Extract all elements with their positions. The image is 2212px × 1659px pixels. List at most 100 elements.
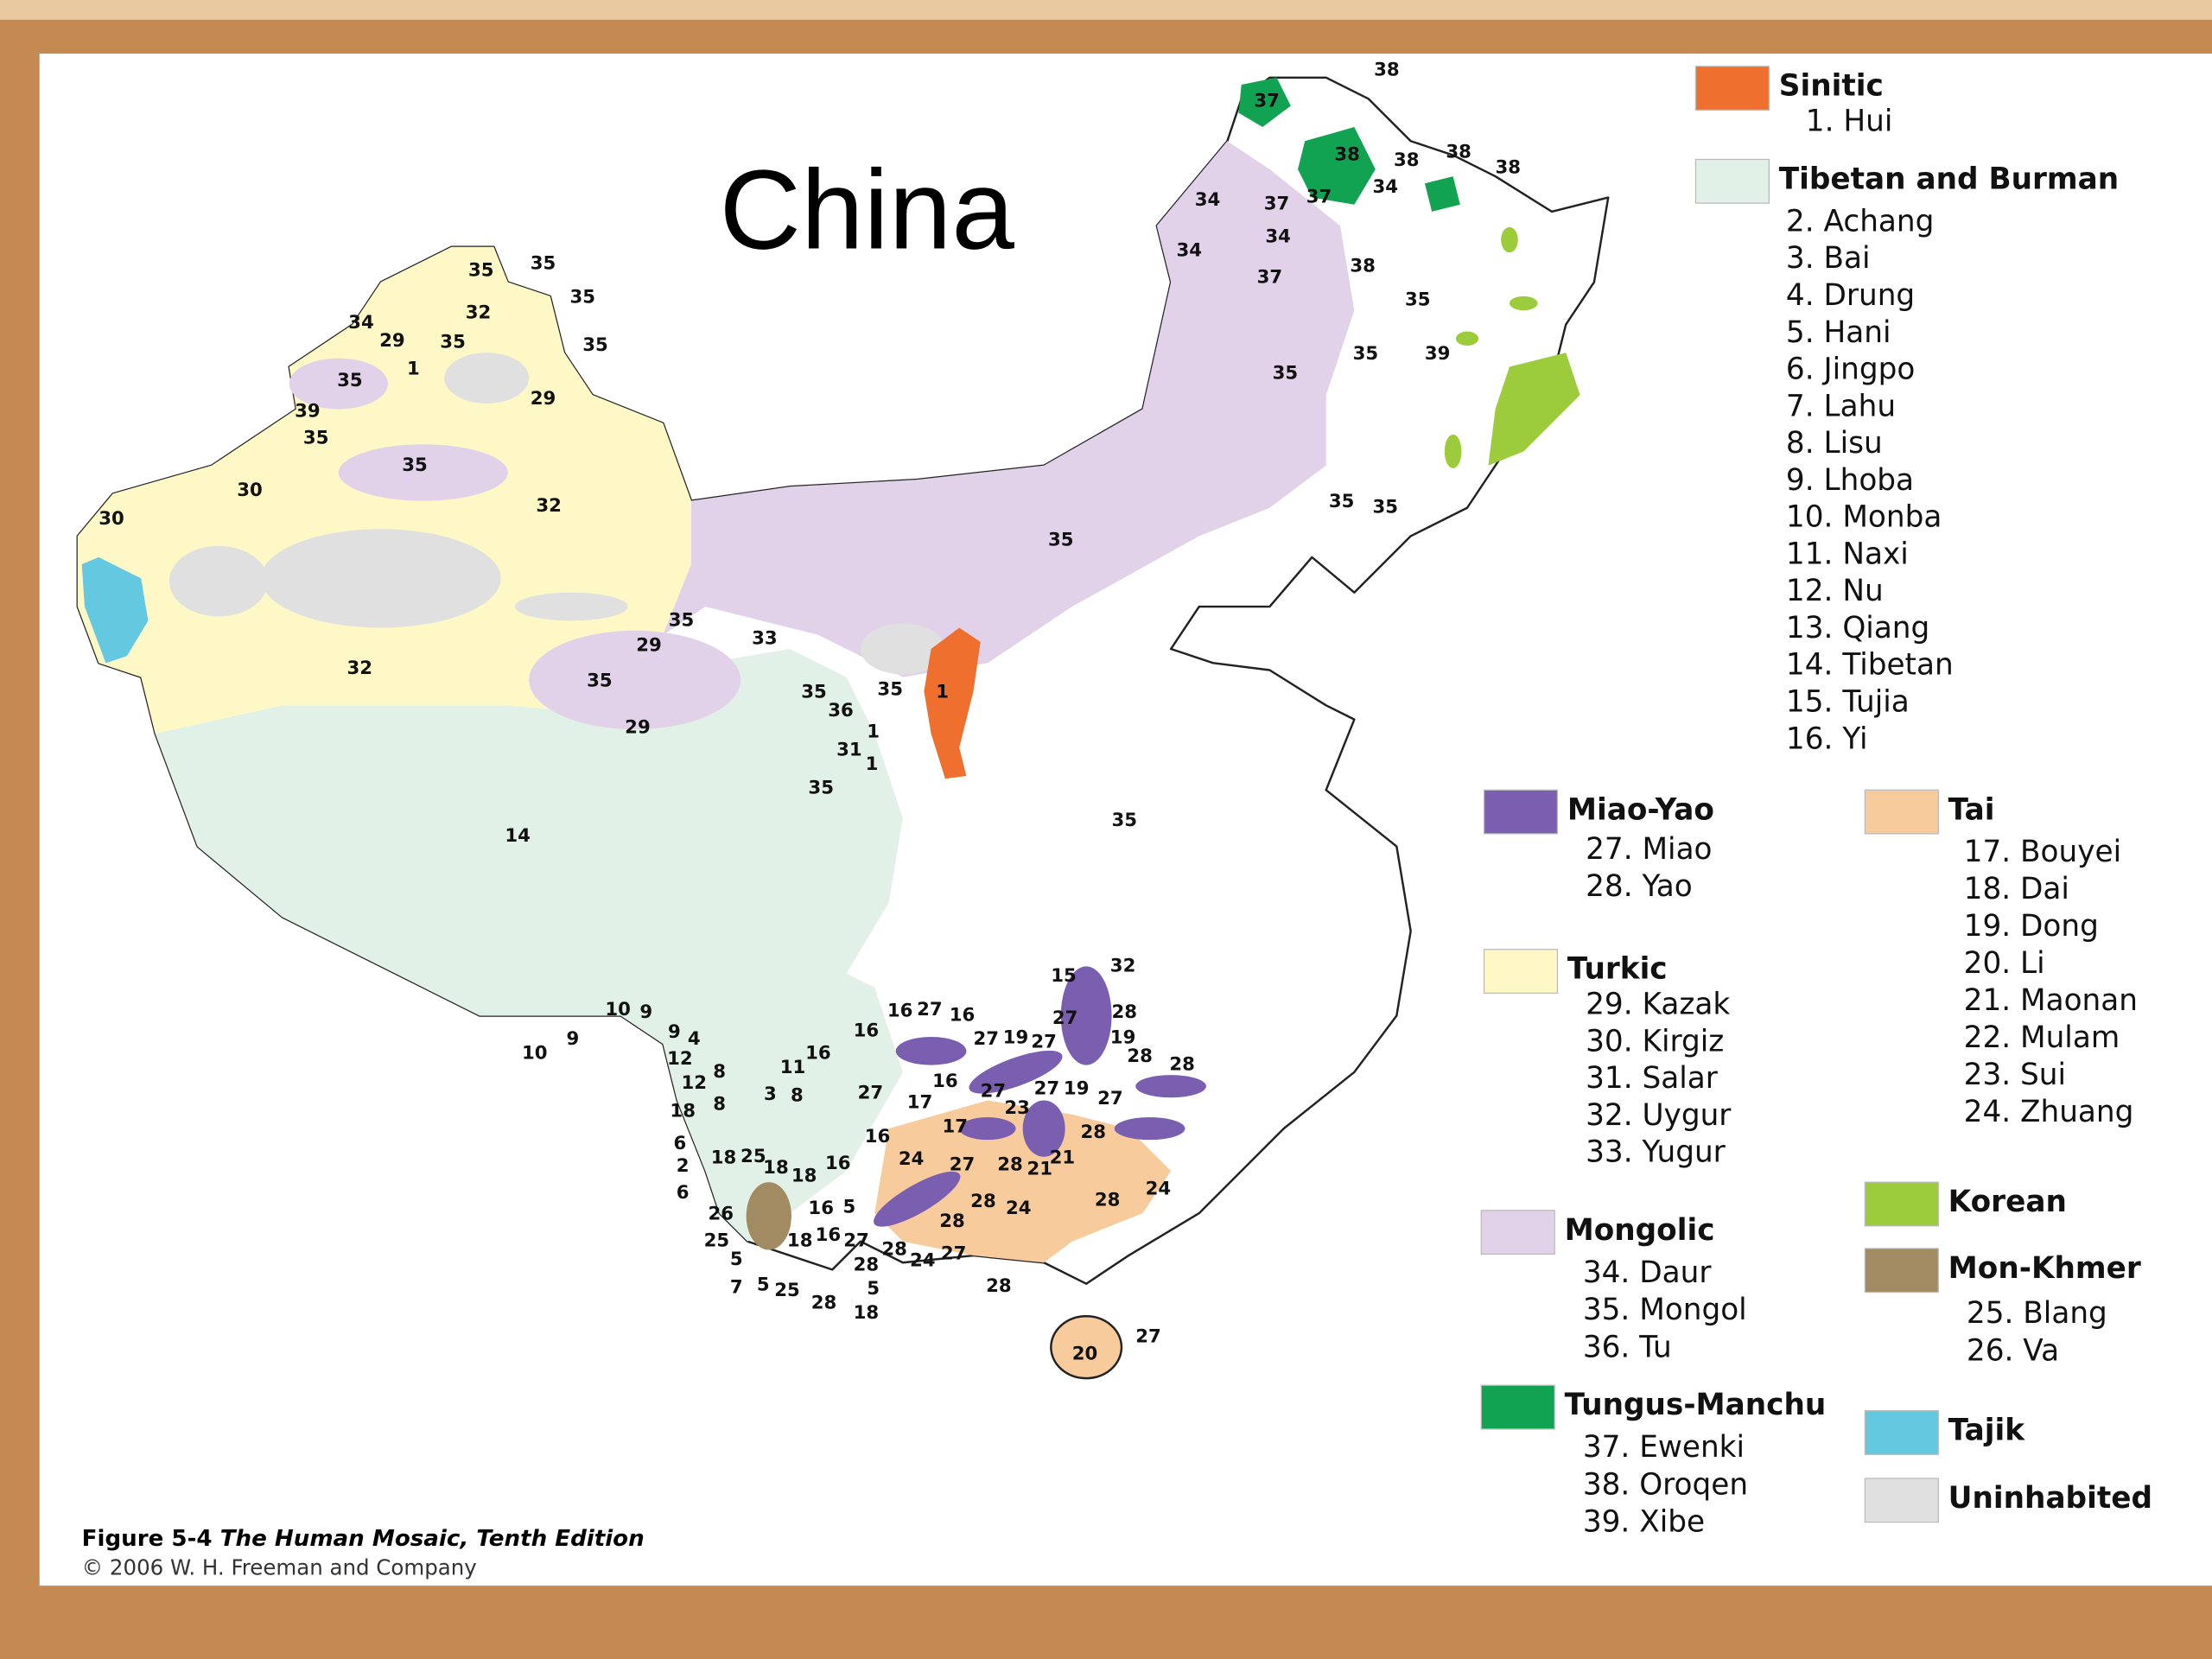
legend-swatch — [1864, 1478, 1939, 1523]
map-label: 18 — [787, 1230, 813, 1252]
region-korean — [1501, 226, 1518, 253]
map-label: 35 — [669, 609, 695, 631]
map-label: 5 — [730, 1249, 743, 1270]
legend-item: 3. Bai — [1786, 241, 1871, 276]
map-label: 1 — [407, 359, 420, 380]
map-label: 37 — [1264, 194, 1290, 215]
map-label: 35 — [808, 778, 834, 799]
map-label: 35 — [1273, 363, 1299, 385]
map-title: China — [720, 147, 1015, 273]
map-label: 11 — [780, 1057, 806, 1078]
legend-item: 23. Sui — [1964, 1058, 2066, 1092]
map-label: 27 — [973, 1028, 999, 1050]
map-label: 27 — [1135, 1326, 1161, 1348]
map-label: 28 — [970, 1191, 996, 1212]
map-label: 10 — [605, 999, 631, 1020]
map-label: 27 — [1031, 1032, 1057, 1053]
map-label: 29 — [636, 635, 662, 657]
region-korean — [1455, 331, 1479, 346]
region-korean — [1444, 434, 1462, 469]
map-label: 35 — [1048, 529, 1074, 550]
region-tibetan-burman — [155, 649, 903, 1242]
map-label: 35 — [582, 334, 608, 356]
map-label: 35 — [587, 671, 613, 692]
legend-swatch — [1864, 1248, 1939, 1294]
map-label: 28 — [997, 1154, 1023, 1176]
legend-item: 18. Dai — [1964, 872, 2069, 906]
legend-swatch — [1694, 66, 1770, 111]
map-label: 34 — [348, 312, 374, 334]
figure-label: Figure 5-4 — [82, 1526, 213, 1552]
map-label: 4 — [688, 1028, 701, 1050]
legend-group: Mon-Khmer — [1948, 1251, 2141, 1286]
region-miao-yao — [874, 966, 1206, 1227]
map-label: 24 — [910, 1250, 936, 1272]
map-label: 6 — [677, 1182, 690, 1204]
map-label: 1 — [867, 721, 880, 742]
map-label: 34 — [1372, 176, 1398, 198]
legend-group: Uninhabited — [1948, 1481, 2152, 1516]
map-label: 2 — [677, 1155, 690, 1177]
legend-item: 1. Hui — [1806, 105, 1893, 139]
map-label: 27 — [1052, 1007, 1078, 1029]
region-mongolic — [663, 141, 1355, 677]
legend-item: 17. Bouyei — [1964, 835, 2121, 869]
hainan — [1050, 1315, 1123, 1380]
map-label: 28 — [1111, 1001, 1137, 1023]
map-label: 18 — [791, 1166, 817, 1187]
book-title: The Human Mosaic, Tenth Edition — [220, 1526, 645, 1552]
legend-item: 10. Monba — [1786, 500, 1942, 535]
map-label: 28 — [1081, 1122, 1107, 1143]
map-label: 35 — [531, 252, 556, 274]
map-label: 3 — [764, 1084, 777, 1105]
map-label: 27 — [981, 1081, 1007, 1103]
map-label: 8 — [713, 1093, 726, 1115]
map-label: 29 — [379, 330, 405, 352]
map-label: 28 — [881, 1239, 907, 1261]
legend-item: 15. Tujia — [1786, 685, 1910, 720]
map-label: 36 — [828, 700, 854, 721]
legend-item: 21. Maonan — [1964, 983, 2138, 1018]
map-label: 35 — [1111, 810, 1137, 831]
map-label: 16 — [816, 1224, 842, 1246]
legend-item: 33. Yugur — [1586, 1135, 1726, 1170]
legend-item: 12. Nu — [1786, 574, 1884, 608]
map-label: 35 — [801, 682, 827, 703]
map-label: 5 — [842, 1197, 855, 1218]
legend-item: 14. Tibetan — [1786, 648, 1954, 683]
map-label: 29 — [625, 716, 651, 738]
map-label: 17 — [907, 1092, 933, 1114]
legend-swatch — [1864, 1410, 1939, 1455]
map-label: 32 — [347, 658, 373, 679]
map-label: 5 — [757, 1274, 770, 1295]
caption: Figure 5-4 The Human Mosaic, Tenth Editi… — [82, 1526, 645, 1552]
map-label: 18 — [711, 1147, 737, 1168]
region-tungus — [1238, 77, 1291, 127]
legend-item: 8. Lisu — [1786, 426, 1883, 461]
map-label: 12 — [667, 1048, 693, 1070]
map-label: 34 — [1265, 226, 1291, 247]
legend-swatch — [1480, 1384, 1555, 1430]
map-label: 39 — [1425, 343, 1451, 365]
map-label: 30 — [237, 480, 263, 501]
map-label: 24 — [1146, 1178, 1172, 1199]
map-label: 38 — [1446, 141, 1471, 162]
map-label: 1 — [936, 682, 949, 703]
legend-group: Korean — [1948, 1185, 2067, 1219]
map-label: 38 — [1374, 60, 1400, 81]
region-mon-khmer — [746, 1182, 791, 1250]
map-label: 37 — [1254, 91, 1280, 112]
map-label: 5 — [867, 1278, 880, 1300]
legend-item: 13. Qiang — [1786, 611, 1929, 645]
frame-highlight — [0, 0, 2212, 20]
map-label: 27 — [1097, 1088, 1123, 1109]
legend-item: 29. Kazak — [1586, 988, 1730, 1022]
legend-item: 16. Yi — [1786, 721, 1868, 756]
legend-item: 30. Kirgiz — [1586, 1024, 1724, 1058]
legend-group: Tai — [1948, 792, 1995, 827]
legend-item: 35. Mongol — [1583, 1293, 1747, 1327]
copyright: © 2006 W. H. Freeman and Company — [82, 1555, 477, 1580]
map-label: 7 — [730, 1277, 743, 1299]
map-label: 27 — [843, 1230, 869, 1252]
map-label: 32 — [1110, 955, 1136, 976]
